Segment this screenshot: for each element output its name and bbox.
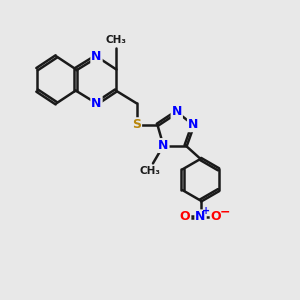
Text: O: O [180, 210, 190, 224]
Text: CH₃: CH₃ [140, 166, 160, 176]
Text: N: N [158, 139, 169, 152]
Text: +: + [202, 206, 211, 216]
Text: N: N [91, 97, 102, 110]
Text: CH₃: CH₃ [105, 35, 126, 45]
Text: S: S [132, 118, 141, 131]
Text: O: O [211, 210, 221, 224]
Text: N: N [195, 210, 206, 224]
Text: N: N [188, 118, 198, 131]
Text: N: N [172, 106, 182, 118]
Text: −: − [220, 205, 230, 218]
Text: N: N [91, 50, 102, 63]
